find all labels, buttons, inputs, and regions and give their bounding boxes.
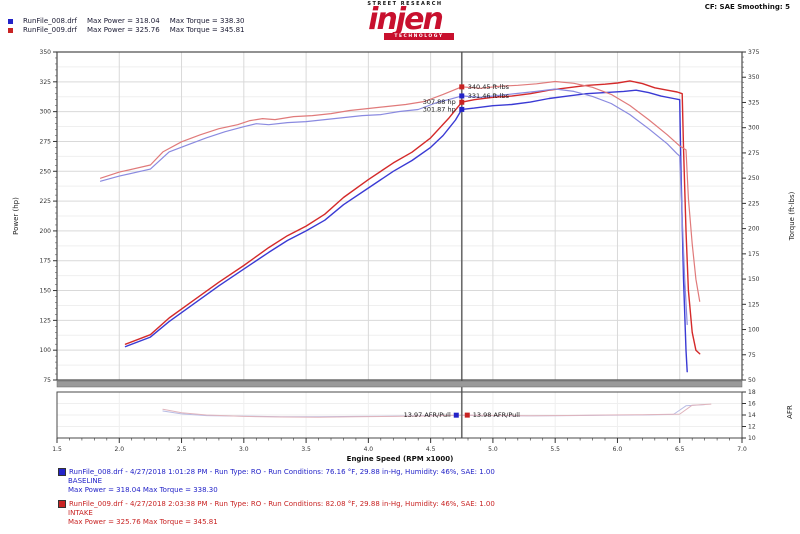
run-maxima: Max Power = 325.76 Max Torque = 345.81 (68, 518, 218, 526)
power-red-curve (124, 80, 701, 355)
svg-text:16: 16 (748, 401, 756, 408)
logo-wordmark: injen (368, 2, 444, 37)
power-axis-title: Power (hp) (12, 197, 20, 235)
run-detail-intake: RunFile_009.drf - 4/27/2018 2:03:38 PM -… (58, 500, 495, 527)
svg-text:2.0: 2.0 (114, 446, 124, 453)
svg-text:50: 50 (748, 377, 756, 384)
run-maxima: Max Power = 318.04 Max Torque = 338.30 (68, 486, 218, 494)
logo-subtitle: TECHNOLOGY (384, 33, 454, 40)
series-swatch-blue (58, 468, 66, 476)
svg-text:331.46 ft-lbs: 331.46 ft-lbs (468, 92, 510, 100)
power-blue-curve (124, 89, 688, 373)
run-conditions: RunFile_008.drf - 4/27/2018 1:01:28 PM -… (69, 468, 495, 476)
legend-row-intake: RunFile_009.drf Max Power = 325.76 Max Tor… (8, 26, 255, 35)
chart-frame (56, 51, 743, 439)
run-note: BASELINE (68, 477, 103, 485)
logo-tagline: STREET RESEARCH (367, 1, 443, 7)
dyno-curves (99, 80, 712, 418)
svg-text:340.45 ft-lbs: 340.45 ft-lbs (468, 83, 510, 91)
series-swatch-red (8, 27, 13, 33)
svg-text:225: 225 (748, 200, 760, 207)
svg-text:125: 125 (40, 317, 52, 324)
run-conditions: RunFile_009.drf - 4/27/2018 2:03:38 PM -… (69, 500, 495, 508)
svg-text:125: 125 (748, 301, 760, 308)
svg-text:350: 350 (748, 74, 760, 81)
correction-smoothing-label: CF: SAE Smoothing: 5 (704, 3, 790, 11)
injen-logo: STREET RESEARCH injen TECHNOLOGY (350, 1, 460, 40)
svg-text:250: 250 (40, 168, 52, 175)
svg-text:307.88 hp: 307.88 hp (423, 98, 456, 106)
svg-text:175: 175 (748, 251, 760, 258)
svg-text:14: 14 (748, 412, 756, 419)
svg-text:250: 250 (748, 175, 760, 182)
svg-text:4.0: 4.0 (364, 446, 374, 453)
svg-text:301.87 hp: 301.87 hp (423, 105, 456, 113)
svg-text:1.5: 1.5 (52, 446, 62, 453)
max-power: Max Power = 318.04 (87, 17, 160, 25)
svg-text:325: 325 (40, 79, 52, 86)
svg-text:275: 275 (748, 150, 760, 157)
max-torque: Max Torque = 345.81 (169, 26, 245, 34)
svg-text:6.5: 6.5 (675, 446, 685, 453)
svg-text:225: 225 (40, 198, 52, 205)
svg-text:100: 100 (40, 347, 52, 354)
svg-text:5.5: 5.5 (550, 446, 560, 453)
svg-text:7.0: 7.0 (737, 446, 747, 453)
svg-text:200: 200 (748, 226, 760, 233)
svg-text:275: 275 (40, 138, 52, 145)
svg-text:5.0: 5.0 (488, 446, 498, 453)
svg-text:200: 200 (40, 228, 52, 235)
svg-text:13.98 AFR/Pull: 13.98 AFR/Pull (473, 411, 520, 419)
legend-row-baseline: RunFile_008.drf Max Power = 318.04 Max Tor… (8, 17, 255, 26)
series-swatch-red (58, 500, 66, 508)
svg-text:150: 150 (40, 288, 52, 295)
run-details: RunFile_008.drf - 4/27/2018 1:01:28 PM -… (58, 468, 495, 532)
svg-text:325: 325 (748, 99, 760, 106)
svg-text:10: 10 (748, 435, 756, 442)
svg-text:150: 150 (748, 276, 760, 283)
svg-text:100: 100 (748, 327, 760, 334)
svg-text:18: 18 (748, 389, 756, 396)
svg-text:75: 75 (748, 352, 756, 359)
series-swatch-blue (8, 18, 13, 24)
svg-text:350: 350 (40, 49, 52, 56)
svg-text:6.0: 6.0 (613, 446, 623, 453)
svg-text:3.0: 3.0 (239, 446, 249, 453)
afr-axis-title: AFR (786, 405, 794, 419)
afr-red-curve (162, 403, 712, 418)
max-power: Max Power = 325.76 (87, 26, 160, 34)
svg-text:12: 12 (748, 424, 756, 431)
svg-text:375: 375 (748, 49, 760, 56)
torque-red-curve (99, 80, 701, 302)
run-summary-legend: RunFile_008.drf Max Power = 318.04 Max Tor… (8, 17, 255, 35)
svg-text:13.97 AFR/Pull: 13.97 AFR/Pull (404, 411, 451, 419)
max-torque: Max Torque = 338.30 (169, 17, 245, 25)
svg-text:300: 300 (40, 109, 52, 116)
svg-text:2.5: 2.5 (177, 446, 187, 453)
run-detail-baseline: RunFile_008.drf - 4/27/2018 1:01:28 PM -… (58, 468, 495, 495)
svg-text:3.5: 3.5 (301, 446, 311, 453)
svg-text:4.5: 4.5 (426, 446, 436, 453)
axis-ticks-labels: 350 325 300 275 250 225 200 175 150 125 100 75 375 35… (40, 49, 760, 453)
svg-text:175: 175 (40, 258, 52, 265)
svg-text:300: 300 (748, 125, 760, 132)
torque-axis-title: Torque (ft-lbs) (788, 191, 796, 241)
svg-text:75: 75 (43, 377, 51, 384)
run-file: RunFile_009.drf (23, 26, 78, 34)
run-note: INTAKE (68, 509, 93, 517)
rpm-axis-title: Engine Speed (RPM x1000) (346, 455, 454, 463)
torque-blue-curve (99, 88, 688, 326)
run-file: RunFile_008.drf (23, 17, 78, 25)
